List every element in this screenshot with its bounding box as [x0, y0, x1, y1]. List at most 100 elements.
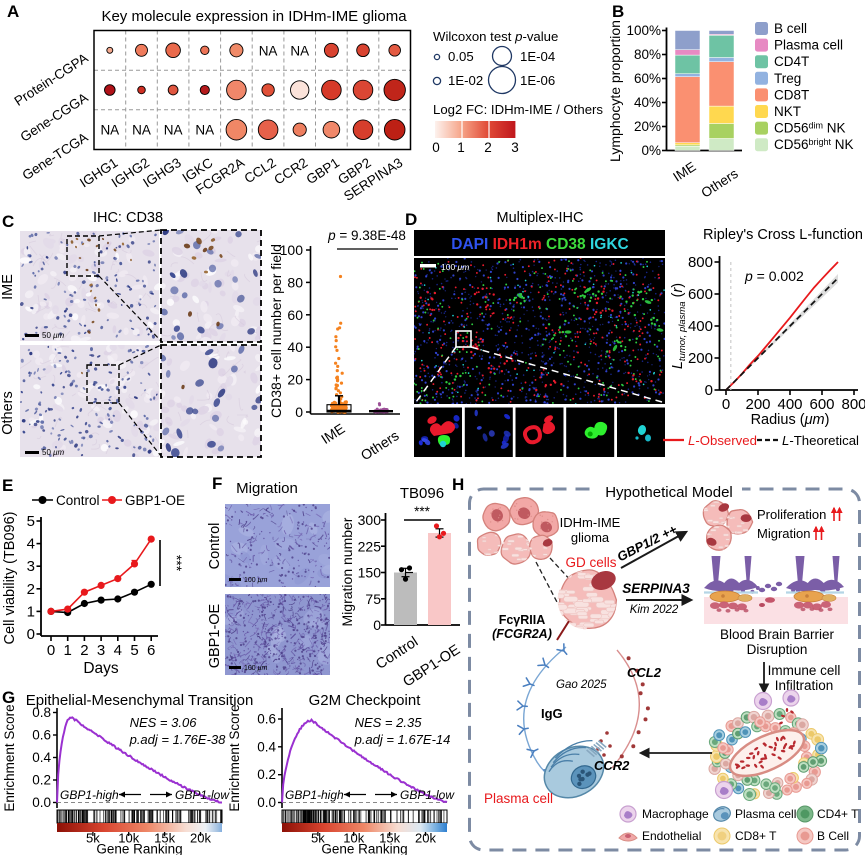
- svg-text:IDHm-IME: IDHm-IME: [560, 515, 621, 530]
- svg-text:200: 200: [745, 396, 770, 413]
- svg-text:0: 0: [432, 140, 440, 155]
- svg-text:Key molecule expression in IDH: Key molecule expression in IDHm-IME glio…: [101, 8, 407, 25]
- svg-text:0.2: 0.2: [257, 767, 276, 782]
- svg-text:Gene Ranking: Gene Ranking: [96, 842, 182, 855]
- svg-text:Migration: Migration: [236, 480, 298, 497]
- svg-text:FcγRIIA: FcγRIIA: [499, 613, 546, 627]
- svg-text:Cell viability (TB096): Cell viability (TB096): [2, 512, 18, 645]
- svg-text:20%: 20%: [634, 119, 661, 134]
- svg-text:0.6: 0.6: [32, 728, 51, 743]
- svg-text:100 μm: 100 μm: [244, 665, 267, 672]
- svg-text:80%: 80%: [634, 47, 661, 62]
- svg-text:NA: NA: [259, 43, 278, 58]
- svg-text:Migration: Migration: [757, 526, 810, 541]
- svg-text:2: 2: [27, 581, 35, 598]
- svg-text:Plasma cell: Plasma cell: [484, 791, 553, 806]
- svg-text:0.0: 0.0: [257, 795, 276, 810]
- svg-text:Immune cell: Immune cell: [768, 663, 841, 678]
- svg-text:0: 0: [373, 617, 381, 633]
- svg-text:800: 800: [688, 254, 713, 271]
- svg-text:0: 0: [27, 626, 35, 643]
- svg-text:50 μm: 50 μm: [42, 331, 65, 340]
- svg-text:C: C: [2, 212, 14, 231]
- svg-text:Enrichment Score: Enrichment Score: [2, 704, 17, 811]
- svg-text:2: 2: [484, 140, 492, 155]
- svg-text:p.adj = 1.67E-14: p.adj = 1.67E-14: [354, 732, 451, 747]
- svg-text:p = 9.38E-48: p = 9.38E-48: [327, 228, 406, 243]
- svg-text:F: F: [212, 474, 222, 493]
- svg-text:Days: Days: [83, 660, 119, 677]
- svg-text:B Cell: B Cell: [817, 829, 849, 843]
- svg-text:NA: NA: [290, 43, 309, 58]
- svg-text:Gene Ranking: Gene Ranking: [321, 842, 407, 855]
- svg-text:B cell: B cell: [774, 21, 807, 36]
- svg-text:0: 0: [705, 382, 713, 399]
- svg-text:NES = 2.35: NES = 2.35: [355, 715, 423, 730]
- svg-text:150: 150: [358, 565, 382, 581]
- svg-text:0.4: 0.4: [257, 739, 276, 754]
- svg-text:10k: 10k: [343, 831, 364, 846]
- svg-text:Radius (μm): Radius (μm): [751, 412, 830, 428]
- svg-text:0.6: 0.6: [257, 712, 276, 727]
- svg-text:200: 200: [688, 350, 713, 367]
- svg-text:20: 20: [287, 372, 303, 388]
- svg-text:0.2: 0.2: [32, 773, 51, 788]
- svg-text:GBP1-high: GBP1-high: [285, 788, 344, 802]
- svg-text:NA: NA: [100, 123, 119, 138]
- svg-text:GBP1-low: GBP1-low: [175, 788, 230, 802]
- svg-text:Epithelial-Mesenchymal Transit: Epithelial-Mesenchymal Transition: [26, 692, 254, 709]
- svg-text:5k: 5k: [311, 831, 325, 846]
- svg-text:NA: NA: [132, 123, 151, 138]
- svg-text:Plasma cell: Plasma cell: [735, 807, 796, 821]
- svg-text:1E-02: 1E-02: [448, 73, 483, 88]
- svg-text:G2M Checkpoint: G2M Checkpoint: [309, 692, 422, 709]
- svg-text:CD8T: CD8T: [774, 87, 809, 102]
- svg-text:Infiltration: Infiltration: [775, 678, 834, 693]
- svg-text:40: 40: [287, 339, 303, 355]
- svg-text:Control: Control: [56, 493, 100, 508]
- svg-text:Gao 2025: Gao 2025: [556, 679, 607, 691]
- svg-text:Endothelial: Endothelial: [642, 829, 701, 843]
- svg-text:100 μm: 100 μm: [244, 577, 267, 584]
- svg-text:3: 3: [27, 558, 35, 575]
- svg-text:CD8+ T: CD8+ T: [735, 829, 777, 843]
- svg-text:Kim 2022: Kim 2022: [630, 604, 679, 616]
- svg-text:Ltumor, plasma (r): Ltumor, plasma (r): [670, 283, 688, 369]
- svg-text:D: D: [405, 210, 417, 229]
- svg-text:DAPI IDH1m CD38 IGKC: DAPI IDH1m CD38 IGKC: [451, 236, 628, 253]
- svg-text:G: G: [2, 688, 15, 707]
- svg-text:3: 3: [511, 140, 519, 155]
- svg-text:4: 4: [114, 642, 122, 659]
- svg-text:1: 1: [457, 140, 465, 155]
- svg-text:CCR2: CCR2: [594, 758, 630, 773]
- svg-text:1: 1: [64, 642, 72, 659]
- svg-text:TB096: TB096: [400, 485, 444, 502]
- svg-text:CCL2: CCL2: [627, 665, 662, 680]
- svg-text:Proliferation: Proliferation: [757, 507, 826, 522]
- svg-text:0: 0: [722, 396, 730, 413]
- svg-text:60%: 60%: [634, 71, 661, 86]
- svg-text:GD cells: GD cells: [565, 555, 616, 570]
- svg-text:50 μm: 50 μm: [42, 448, 65, 457]
- svg-text:40%: 40%: [634, 95, 661, 110]
- svg-text:***: ***: [169, 555, 185, 572]
- svg-text:H: H: [452, 475, 464, 494]
- svg-text:L-Theoretical: L-Theoretical: [782, 433, 859, 448]
- svg-text:glioma: glioma: [571, 530, 610, 545]
- svg-text:Multiplex-IHC: Multiplex-IHC: [496, 210, 583, 226]
- svg-text:Lymphocyte proportion: Lymphocyte proportion: [607, 20, 623, 162]
- svg-text:GBP1-OE: GBP1-OE: [125, 493, 185, 508]
- svg-text:NA: NA: [195, 123, 214, 138]
- svg-text:Blood Brain Barrier: Blood Brain Barrier: [720, 627, 835, 642]
- svg-text:0: 0: [47, 642, 55, 659]
- svg-text:80: 80: [287, 274, 303, 290]
- svg-text:E: E: [2, 476, 13, 495]
- svg-text:SERPINA3: SERPINA3: [622, 581, 690, 596]
- svg-text:CD56dim NK: CD56dim NK: [774, 121, 846, 136]
- svg-text:(FCGR2A): (FCGR2A): [492, 627, 552, 641]
- svg-text:1E-06: 1E-06: [520, 73, 555, 88]
- svg-text:IHC: CD38: IHC: CD38: [93, 210, 163, 226]
- svg-text:0%: 0%: [641, 143, 661, 158]
- svg-text:IME: IME: [0, 274, 16, 300]
- svg-text:Hypothetical Model: Hypothetical Model: [605, 484, 733, 501]
